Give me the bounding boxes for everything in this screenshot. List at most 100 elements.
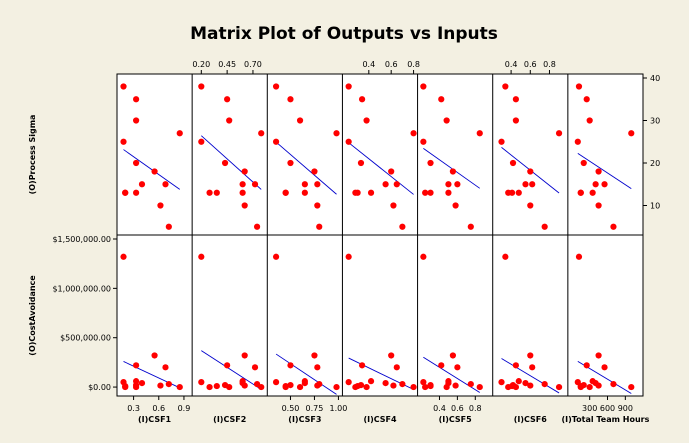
data-point bbox=[176, 130, 183, 137]
y-tick-label: $1,000,000.00 bbox=[52, 284, 111, 293]
data-point bbox=[157, 382, 164, 389]
data-point bbox=[527, 382, 534, 389]
data-point bbox=[420, 83, 427, 90]
row-label: (O)CostAvoidance bbox=[28, 275, 37, 356]
data-points bbox=[120, 83, 635, 391]
data-point bbox=[586, 117, 593, 124]
data-point bbox=[452, 202, 459, 209]
data-point bbox=[367, 189, 375, 196]
data-point bbox=[393, 364, 400, 371]
data-point bbox=[314, 181, 321, 188]
data-point bbox=[388, 168, 395, 175]
data-point bbox=[138, 380, 146, 387]
data-point bbox=[251, 364, 259, 371]
data-point bbox=[165, 381, 172, 388]
column-label: (I)CSF1 bbox=[138, 415, 172, 424]
data-point bbox=[382, 181, 389, 188]
data-point bbox=[399, 223, 406, 230]
fit-line bbox=[275, 353, 337, 395]
x-tick-label: 0.4 bbox=[362, 60, 375, 69]
data-point bbox=[555, 130, 563, 137]
data-point bbox=[574, 138, 581, 145]
data-point bbox=[575, 83, 583, 90]
x-tick-label: 0.70 bbox=[244, 60, 262, 69]
data-point bbox=[301, 189, 308, 196]
data-point bbox=[316, 223, 323, 230]
data-point bbox=[454, 364, 461, 371]
fit-line bbox=[423, 148, 481, 189]
row-label: (O)Process Sigma bbox=[28, 115, 37, 195]
x-tick-label: 600 bbox=[600, 404, 615, 413]
fit-line bbox=[348, 142, 414, 195]
data-point bbox=[515, 378, 522, 385]
data-point bbox=[333, 130, 340, 137]
data-point bbox=[449, 168, 457, 175]
data-point bbox=[367, 378, 375, 385]
data-point bbox=[151, 352, 158, 359]
data-point bbox=[422, 383, 429, 391]
x-tick-label: 0.9 bbox=[178, 404, 191, 413]
y-tick-label: 20 bbox=[650, 159, 660, 168]
data-point bbox=[345, 138, 352, 145]
data-point bbox=[224, 96, 231, 103]
data-point bbox=[133, 159, 140, 167]
x-tick-label: 0.75 bbox=[306, 404, 324, 413]
data-point bbox=[583, 96, 590, 103]
data-point bbox=[133, 378, 140, 385]
data-point bbox=[287, 362, 294, 369]
data-point bbox=[512, 117, 519, 124]
data-point bbox=[133, 96, 140, 103]
data-point bbox=[358, 362, 366, 369]
data-point bbox=[272, 138, 280, 145]
data-point bbox=[438, 96, 445, 103]
data-point bbox=[272, 83, 280, 90]
data-point bbox=[580, 381, 587, 389]
data-point bbox=[120, 83, 127, 90]
data-point bbox=[333, 383, 340, 391]
data-point bbox=[390, 382, 397, 389]
data-point bbox=[628, 130, 635, 137]
data-point bbox=[282, 189, 289, 196]
data-point bbox=[272, 253, 280, 260]
data-point bbox=[314, 202, 321, 209]
fit-line bbox=[201, 350, 262, 390]
data-point bbox=[498, 138, 505, 145]
data-point bbox=[399, 381, 406, 388]
data-point bbox=[445, 181, 452, 188]
data-point bbox=[427, 159, 434, 167]
data-point bbox=[388, 352, 395, 359]
x-tick-label: 0.20 bbox=[192, 60, 210, 69]
data-point bbox=[502, 83, 509, 90]
data-point bbox=[610, 223, 617, 230]
data-point bbox=[345, 253, 352, 260]
data-point bbox=[420, 253, 427, 260]
data-point bbox=[206, 189, 213, 196]
data-point bbox=[287, 381, 294, 389]
data-point bbox=[162, 181, 169, 188]
data-point bbox=[226, 383, 233, 391]
data-point bbox=[508, 189, 516, 196]
data-point bbox=[410, 130, 417, 137]
data-point bbox=[133, 117, 140, 124]
data-point bbox=[345, 83, 352, 90]
data-point bbox=[512, 383, 519, 391]
data-point bbox=[420, 138, 427, 145]
data-point bbox=[577, 189, 584, 196]
chart-title: Matrix Plot of Outputs vs Inputs bbox=[190, 24, 498, 44]
x-tick-label: 0.6 bbox=[451, 404, 464, 413]
x-tick-label: 0.8 bbox=[543, 60, 556, 69]
data-point bbox=[316, 381, 323, 388]
data-point bbox=[226, 117, 233, 124]
data-point bbox=[527, 202, 534, 209]
data-point bbox=[357, 159, 365, 167]
data-point bbox=[592, 181, 599, 188]
data-point bbox=[595, 202, 602, 209]
x-tick-label: 0.8 bbox=[407, 60, 420, 69]
data-point bbox=[358, 96, 366, 103]
data-point bbox=[120, 253, 127, 260]
data-point bbox=[206, 383, 213, 391]
data-point bbox=[555, 383, 563, 391]
column-label: (I)CSF5 bbox=[439, 415, 473, 424]
data-point bbox=[345, 379, 352, 386]
data-point bbox=[176, 383, 183, 391]
